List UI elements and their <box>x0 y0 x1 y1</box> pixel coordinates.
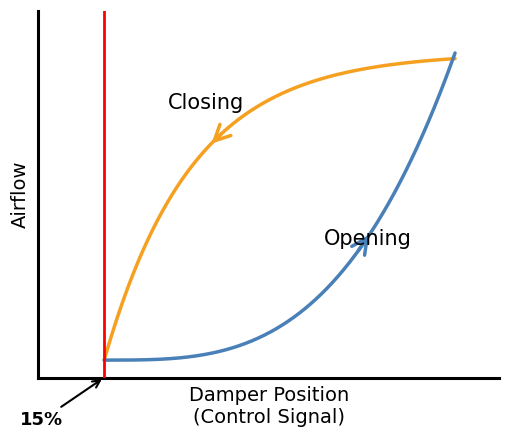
Text: Closing: Closing <box>167 93 244 113</box>
X-axis label: Damper Position
(Control Signal): Damper Position (Control Signal) <box>188 386 348 427</box>
Text: Opening: Opening <box>323 229 411 249</box>
Y-axis label: Airflow: Airflow <box>11 161 30 228</box>
Text: 15%: 15% <box>20 381 100 429</box>
